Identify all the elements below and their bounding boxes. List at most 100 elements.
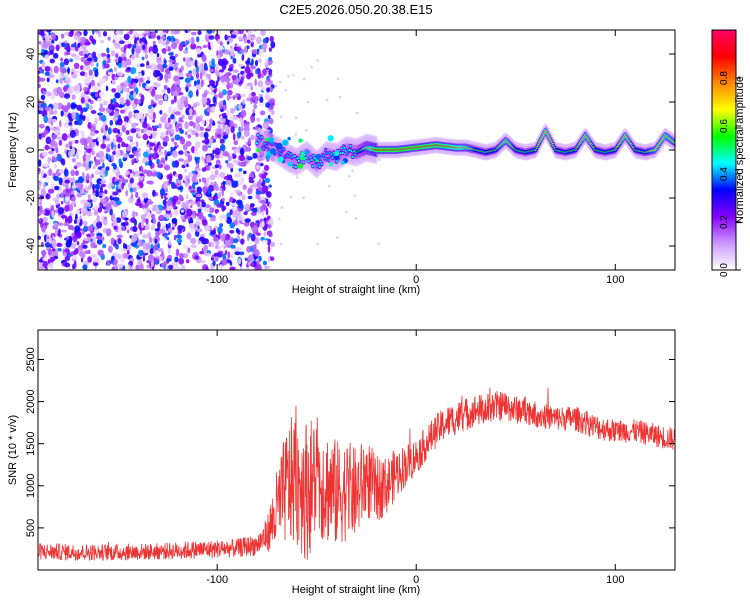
noise-speck	[100, 198, 105, 203]
noise-speck	[77, 231, 82, 238]
noise-speck	[111, 266, 116, 270]
noise-speck	[201, 119, 205, 125]
noise-speck	[193, 173, 197, 179]
noise-speck	[51, 32, 56, 40]
noise-speck	[258, 49, 262, 57]
noise-speck	[170, 114, 175, 120]
noise-speck	[201, 54, 207, 62]
noise-speck	[218, 49, 224, 58]
noise-speck	[107, 127, 112, 135]
noise-speck	[76, 148, 81, 156]
noise-speck	[256, 232, 261, 237]
noise-speck	[183, 252, 189, 259]
noise-speck	[219, 41, 223, 46]
noise-speck	[149, 248, 154, 255]
noise-speck	[79, 36, 86, 44]
noise-speck	[142, 234, 149, 239]
noise-speck	[92, 139, 98, 143]
noise-speck	[199, 251, 205, 255]
y-tick-label: 40	[25, 48, 37, 60]
noise-speck	[218, 58, 224, 67]
noise-speck	[186, 232, 191, 240]
noise-speck	[43, 115, 48, 124]
noise-speck	[248, 93, 252, 99]
noise-speck	[240, 70, 245, 75]
noise-speck	[38, 265, 45, 270]
noise-speck	[262, 38, 268, 44]
noise-speck	[121, 177, 126, 183]
noise-speck	[201, 97, 208, 105]
noise-speck	[228, 48, 235, 52]
noise-speck	[153, 69, 160, 78]
noise-speck	[141, 70, 145, 76]
noise-speck	[83, 60, 91, 66]
noise-speck	[162, 199, 167, 206]
noise-speck	[64, 51, 71, 56]
noise-speck	[270, 109, 275, 116]
noise-speck	[255, 164, 260, 170]
noise-speck	[82, 115, 86, 122]
noise-speck	[179, 137, 186, 145]
noise-speck	[63, 31, 70, 37]
noise-speck	[158, 94, 163, 100]
noise-speck	[265, 102, 271, 108]
noise-speck	[129, 174, 136, 179]
noise-speck	[207, 187, 211, 196]
noise-speck	[49, 262, 54, 269]
ridge-core	[318, 165, 321, 169]
noise-speck	[116, 234, 123, 238]
noise-speck	[48, 74, 55, 79]
noise-speck	[100, 127, 104, 134]
noise-speck	[238, 168, 243, 172]
noise-speck	[227, 67, 233, 72]
noise-speck	[234, 43, 238, 48]
noise-speck	[241, 229, 245, 236]
noise-speck	[163, 213, 170, 218]
noise-speck	[250, 85, 253, 91]
noise-speck	[60, 229, 67, 233]
noise-speck	[40, 94, 46, 100]
noise-speck	[97, 112, 103, 116]
noise-speck	[184, 168, 187, 173]
noise-speck	[132, 44, 137, 49]
noise-speck	[138, 239, 143, 247]
noise-speck	[185, 200, 190, 209]
noise-speck	[197, 208, 202, 214]
noise-speck	[250, 43, 254, 47]
noise-speck	[40, 30, 45, 37]
noise-speck	[171, 99, 175, 105]
noise-speck	[154, 94, 160, 101]
ridge-blob	[256, 148, 261, 153]
noise-speck	[239, 147, 245, 156]
noise-speck	[129, 67, 137, 75]
noise-speck	[256, 36, 262, 45]
noise-speck	[102, 31, 108, 37]
noise-speck	[96, 215, 100, 223]
noise-speck	[41, 61, 46, 68]
noise-speck	[178, 117, 183, 122]
noise-speck	[91, 173, 94, 179]
noise-speck	[65, 236, 70, 240]
noise-speck	[338, 95, 342, 99]
noise-speck	[46, 77, 50, 83]
noise-speck	[63, 93, 71, 99]
noise-speck	[136, 185, 140, 190]
noise-speck	[51, 210, 55, 218]
noise-speck	[229, 254, 234, 259]
colorbar: 0.0 0.2 0.4 0.6 0.8 Normalized spectral ampl…	[711, 29, 746, 277]
colorbar-tick-label: 0.4	[719, 167, 730, 181]
noise-speck	[134, 39, 137, 45]
noise-speck	[196, 201, 201, 208]
noise-speck	[77, 117, 83, 126]
noise-speck	[61, 42, 66, 47]
noise-speck	[238, 63, 244, 67]
noise-speck	[268, 68, 273, 76]
noise-speck	[71, 184, 77, 189]
noise-speck	[160, 159, 166, 165]
noise-speck	[263, 231, 267, 237]
figure-title: C2E5.2026.050.20.38.E15	[279, 2, 433, 17]
noise-speck	[41, 216, 48, 223]
noise-speck	[53, 175, 60, 181]
noise-speck	[86, 202, 91, 208]
noise-speck	[150, 63, 157, 71]
